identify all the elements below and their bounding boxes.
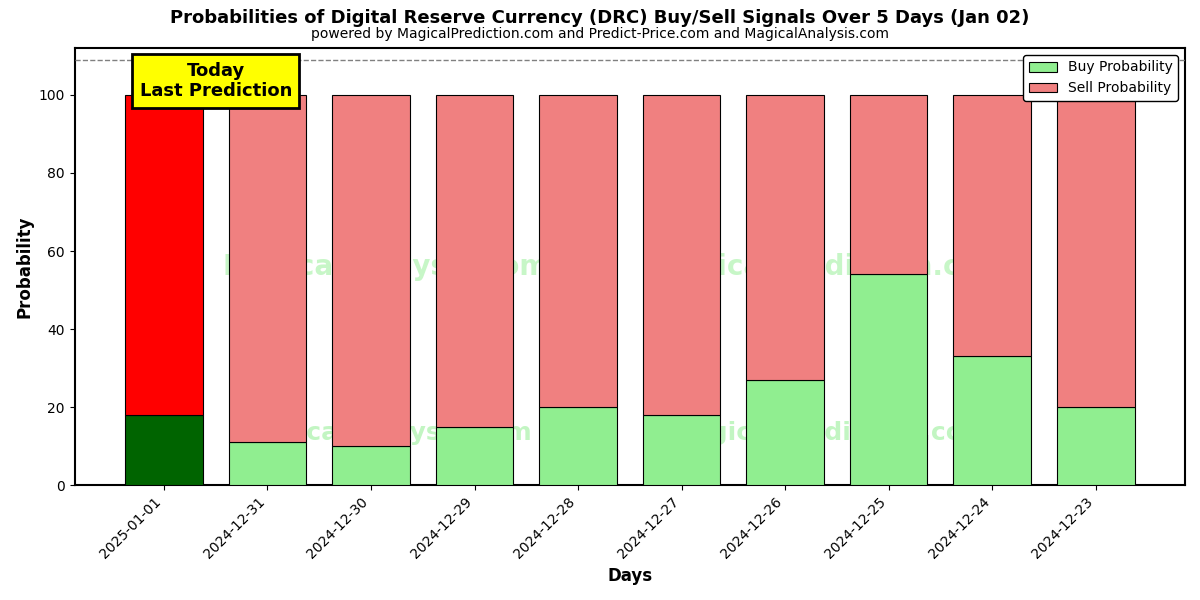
Bar: [746, 95, 824, 380]
Bar: [953, 356, 1031, 485]
Bar: [643, 95, 720, 415]
Text: Probabilities of Digital Reserve Currency (DRC) Buy/Sell Signals Over 5 Days (Ja: Probabilities of Digital Reserve Currenc…: [170, 9, 1030, 27]
Bar: [436, 427, 514, 485]
Text: MagicalAnalysis.com: MagicalAnalysis.com: [222, 253, 548, 281]
Bar: [539, 407, 617, 485]
Bar: [1057, 95, 1134, 407]
Text: MagicalAnalysis.com: MagicalAnalysis.com: [239, 421, 533, 445]
Text: MagicalPrediction.com: MagicalPrediction.com: [670, 421, 990, 445]
Legend: Buy Probability, Sell Probability: Buy Probability, Sell Probability: [1024, 55, 1178, 101]
Bar: [229, 442, 306, 485]
Bar: [332, 95, 410, 446]
Bar: [436, 95, 514, 427]
Text: Today
Last Prediction: Today Last Prediction: [139, 62, 292, 100]
Bar: [125, 415, 203, 485]
Bar: [125, 95, 203, 415]
Bar: [953, 95, 1031, 356]
Bar: [746, 380, 824, 485]
X-axis label: Days: Days: [607, 567, 653, 585]
Bar: [850, 95, 928, 274]
Bar: [850, 274, 928, 485]
Bar: [332, 446, 410, 485]
Bar: [539, 95, 617, 407]
Bar: [229, 95, 306, 442]
Text: MagicalPrediction.com: MagicalPrediction.com: [652, 253, 1008, 281]
Bar: [643, 415, 720, 485]
Y-axis label: Probability: Probability: [16, 215, 34, 318]
Text: powered by MagicalPrediction.com and Predict-Price.com and MagicalAnalysis.com: powered by MagicalPrediction.com and Pre…: [311, 27, 889, 41]
Bar: [1057, 407, 1134, 485]
